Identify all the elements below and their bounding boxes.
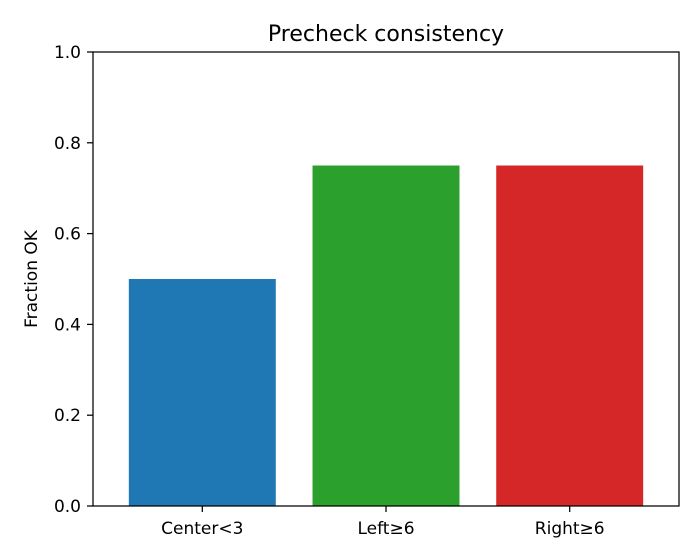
y-tick-label: 1.0 — [54, 43, 81, 63]
chart-title: Precheck consistency — [268, 22, 504, 47]
bar-1 — [313, 166, 460, 507]
x-tick-label: Left≥6 — [357, 519, 414, 539]
y-tick-label: 0.6 — [54, 225, 81, 245]
x-tick-label: Center<3 — [161, 519, 243, 539]
y-axis-ticks: 0.0 0.2 0.4 0.6 0.8 1.0 — [54, 43, 93, 517]
y-tick-label: 0.2 — [54, 406, 81, 426]
bar-2 — [496, 166, 643, 507]
y-axis-label: Fraction OK — [22, 229, 42, 328]
x-axis-ticks: Center<3 Left≥6 Right≥6 — [161, 506, 604, 539]
y-tick-label: 0.4 — [54, 315, 81, 335]
x-tick-label: Right≥6 — [535, 519, 605, 539]
bar-0 — [129, 279, 276, 506]
bars — [129, 166, 643, 507]
y-tick-label: 0.0 — [54, 497, 81, 517]
y-tick-label: 0.8 — [54, 134, 81, 154]
